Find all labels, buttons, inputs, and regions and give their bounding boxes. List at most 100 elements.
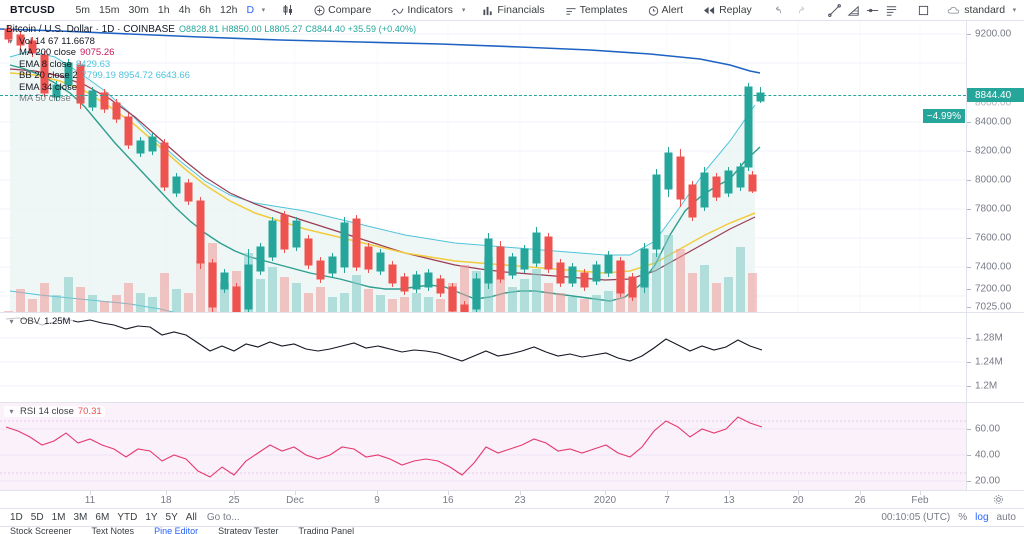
- time-label: 26: [854, 495, 866, 506]
- obv-plot-area[interactable]: ▾ OBV 1.25M: [0, 313, 966, 402]
- horizontal-ray-icon[interactable]: [864, 2, 881, 19]
- range-5y[interactable]: 5Y: [165, 512, 178, 523]
- range-all[interactable]: All: [185, 512, 197, 523]
- indicators-button[interactable]: Indicators: [385, 0, 459, 21]
- legend-item-ma50[interactable]: MA 50 close: [6, 93, 416, 105]
- templates-button[interactable]: Templates: [559, 0, 634, 21]
- ma-200-line: [0, 28, 761, 74]
- percent-scale-button[interactable]: %: [958, 512, 968, 523]
- tab-pine-editor[interactable]: Pine Editor: [154, 526, 199, 534]
- time-label: 23: [514, 495, 526, 506]
- rsi-plot-area[interactable]: ▾ RSI 14 close 70.31: [0, 403, 966, 490]
- price-scale[interactable]: 9200.00 8600.00 8400.00 8200.00 8000.00 …: [966, 21, 1024, 313]
- chevron-down-icon[interactable]: ▾: [261, 7, 266, 14]
- rsi-svg: [0, 403, 966, 490]
- bb-lower-line: [9, 290, 176, 312]
- obv-pane[interactable]: ▾ OBV 1.25M 1.28M 1.24M 1.2M: [0, 312, 1024, 402]
- chart-style-button[interactable]: [276, 0, 300, 21]
- clock-alert-icon: [648, 5, 659, 16]
- replay-icon: [703, 5, 716, 16]
- obv-scale-label: 1.28M: [975, 332, 1003, 344]
- chevron-down-icon[interactable]: ▾: [8, 36, 13, 46]
- rsi-scale[interactable]: 60.00 40.00 20.00: [966, 403, 1024, 490]
- main-price-pane[interactable]: Bitcoin / U.S. Dollar · 1D · COINBASE O8…: [0, 21, 1024, 313]
- alert-label: Alert: [661, 3, 684, 16]
- range-1d[interactable]: 1D: [10, 512, 23, 523]
- range-6m[interactable]: 6M: [95, 512, 110, 523]
- price-label: 8400.00: [975, 116, 1012, 128]
- chevron-down-icon[interactable]: ▾: [1012, 7, 1017, 14]
- interval-1d[interactable]: D: [246, 3, 255, 16]
- range-5d[interactable]: 5D: [30, 512, 44, 523]
- interval-5m[interactable]: 5m: [75, 3, 91, 16]
- layout-name-label: standard: [964, 3, 1006, 16]
- obv-scale[interactable]: 1.28M 1.24M 1.2M: [966, 313, 1024, 402]
- price-label: 8600.00: [975, 97, 1012, 109]
- interval-4h[interactable]: 4h: [178, 3, 191, 16]
- obv-scale-label: 1.2M: [975, 380, 998, 392]
- time-label: 7: [664, 495, 670, 506]
- chevron-down-icon[interactable]: ▾: [9, 317, 14, 326]
- chevron-down-icon[interactable]: ▾: [461, 7, 466, 14]
- interval-1h[interactable]: 1h: [157, 3, 170, 16]
- rsi-scale-label: 60.00: [975, 423, 1001, 435]
- rsi-pane[interactable]: ▾ RSI 14 close 70.31 60.00 40.00 20.00: [0, 402, 1024, 490]
- interval-6h[interactable]: 6h: [199, 3, 211, 16]
- alert-button[interactable]: Alert: [642, 0, 690, 21]
- price-label: 7025.00: [975, 301, 1012, 313]
- legend-item-ema8[interactable]: EMA 8 close 8429.63: [6, 59, 416, 71]
- symbol-button[interactable]: BTCUSD: [10, 4, 55, 16]
- tab-strategy-tester[interactable]: Strategy Tester: [218, 526, 279, 534]
- go-to-date-button[interactable]: Go to...: [206, 512, 240, 523]
- legend-name: Vol 14 67 11.6678: [19, 35, 95, 47]
- gear-icon[interactable]: [993, 494, 1004, 505]
- range-3m[interactable]: 3M: [73, 512, 88, 523]
- legend-value: 8429.63: [75, 58, 111, 70]
- price-label: 9200.00: [975, 28, 1012, 40]
- tab-stock-screener[interactable]: Stock Screener: [10, 526, 72, 534]
- time-label: 25: [228, 495, 240, 506]
- main-plot-area[interactable]: Bitcoin / U.S. Dollar · 1D · COINBASE O8…: [0, 21, 966, 312]
- range-1m[interactable]: 1M: [51, 512, 66, 523]
- interval-12h[interactable]: 12h: [219, 3, 238, 16]
- time-axis[interactable]: 11 18 25 Dec 9 16 23 2020 7 13 20 26 Feb: [0, 490, 1024, 508]
- single-layout-icon: [918, 5, 929, 16]
- plus-circle-icon: [314, 4, 325, 16]
- text-note-icon[interactable]: [883, 2, 900, 19]
- save-layout-button[interactable]: standard: [943, 0, 1010, 21]
- price-label: 8000.00: [975, 174, 1012, 186]
- trend-line-icon[interactable]: [826, 2, 843, 19]
- interval-15m[interactable]: 15m: [99, 3, 120, 16]
- chevron-down-icon[interactable]: ▾: [9, 407, 14, 416]
- range-1y[interactable]: 1Y: [145, 512, 158, 523]
- layout-select-button[interactable]: [912, 0, 935, 21]
- legend-item-bb20[interactable]: BB 20 close 2 7799.19 8954.72 6643.66: [6, 70, 416, 82]
- rsi-legend-value: 70.31: [77, 406, 102, 417]
- time-label: 9: [374, 495, 380, 506]
- legend-item-ma200[interactable]: MA 200 close 9075.26: [6, 47, 416, 59]
- replay-button[interactable]: Replay: [697, 0, 758, 21]
- financials-button[interactable]: Financials: [476, 0, 550, 21]
- undo-button[interactable]: [766, 0, 790, 21]
- legend-item-volume[interactable]: ▾ Vol 14 67 11.6678: [6, 36, 416, 48]
- legend-item-ema34[interactable]: EMA 34 close: [6, 82, 416, 94]
- range-selector-bar: 1D 5D 1M 3M 6M YTD 1Y 5Y All Go to... 00…: [0, 508, 1024, 526]
- legend-title-row[interactable]: Bitcoin / U.S. Dollar · 1D · COINBASE O8…: [6, 24, 416, 36]
- legend-value: 9075.26: [80, 47, 115, 58]
- interval-30m[interactable]: 30m: [128, 3, 149, 16]
- log-scale-button[interactable]: log: [975, 512, 989, 523]
- replay-label: Replay: [719, 3, 752, 16]
- range-ytd[interactable]: YTD: [117, 512, 138, 523]
- fib-retracement-icon[interactable]: [845, 2, 862, 19]
- interval-group: 5m 15m 30m 1h 4h 6h 12h D ▾: [71, 0, 268, 21]
- auto-scale-button[interactable]: auto: [996, 512, 1016, 523]
- bb-basis-line: [9, 72, 756, 274]
- tab-trading-panel[interactable]: Trading Panel: [298, 526, 355, 534]
- compare-button[interactable]: Compare: [308, 0, 377, 21]
- tab-text-notes[interactable]: Text Notes: [91, 526, 135, 534]
- candlestick-svg: [0, 21, 966, 312]
- obv-legend: ▾ OBV 1.25M: [4, 316, 74, 327]
- redo-button[interactable]: [790, 0, 814, 21]
- eye-crossed-icon[interactable]: [75, 94, 86, 103]
- financials-label: Financials: [497, 3, 545, 16]
